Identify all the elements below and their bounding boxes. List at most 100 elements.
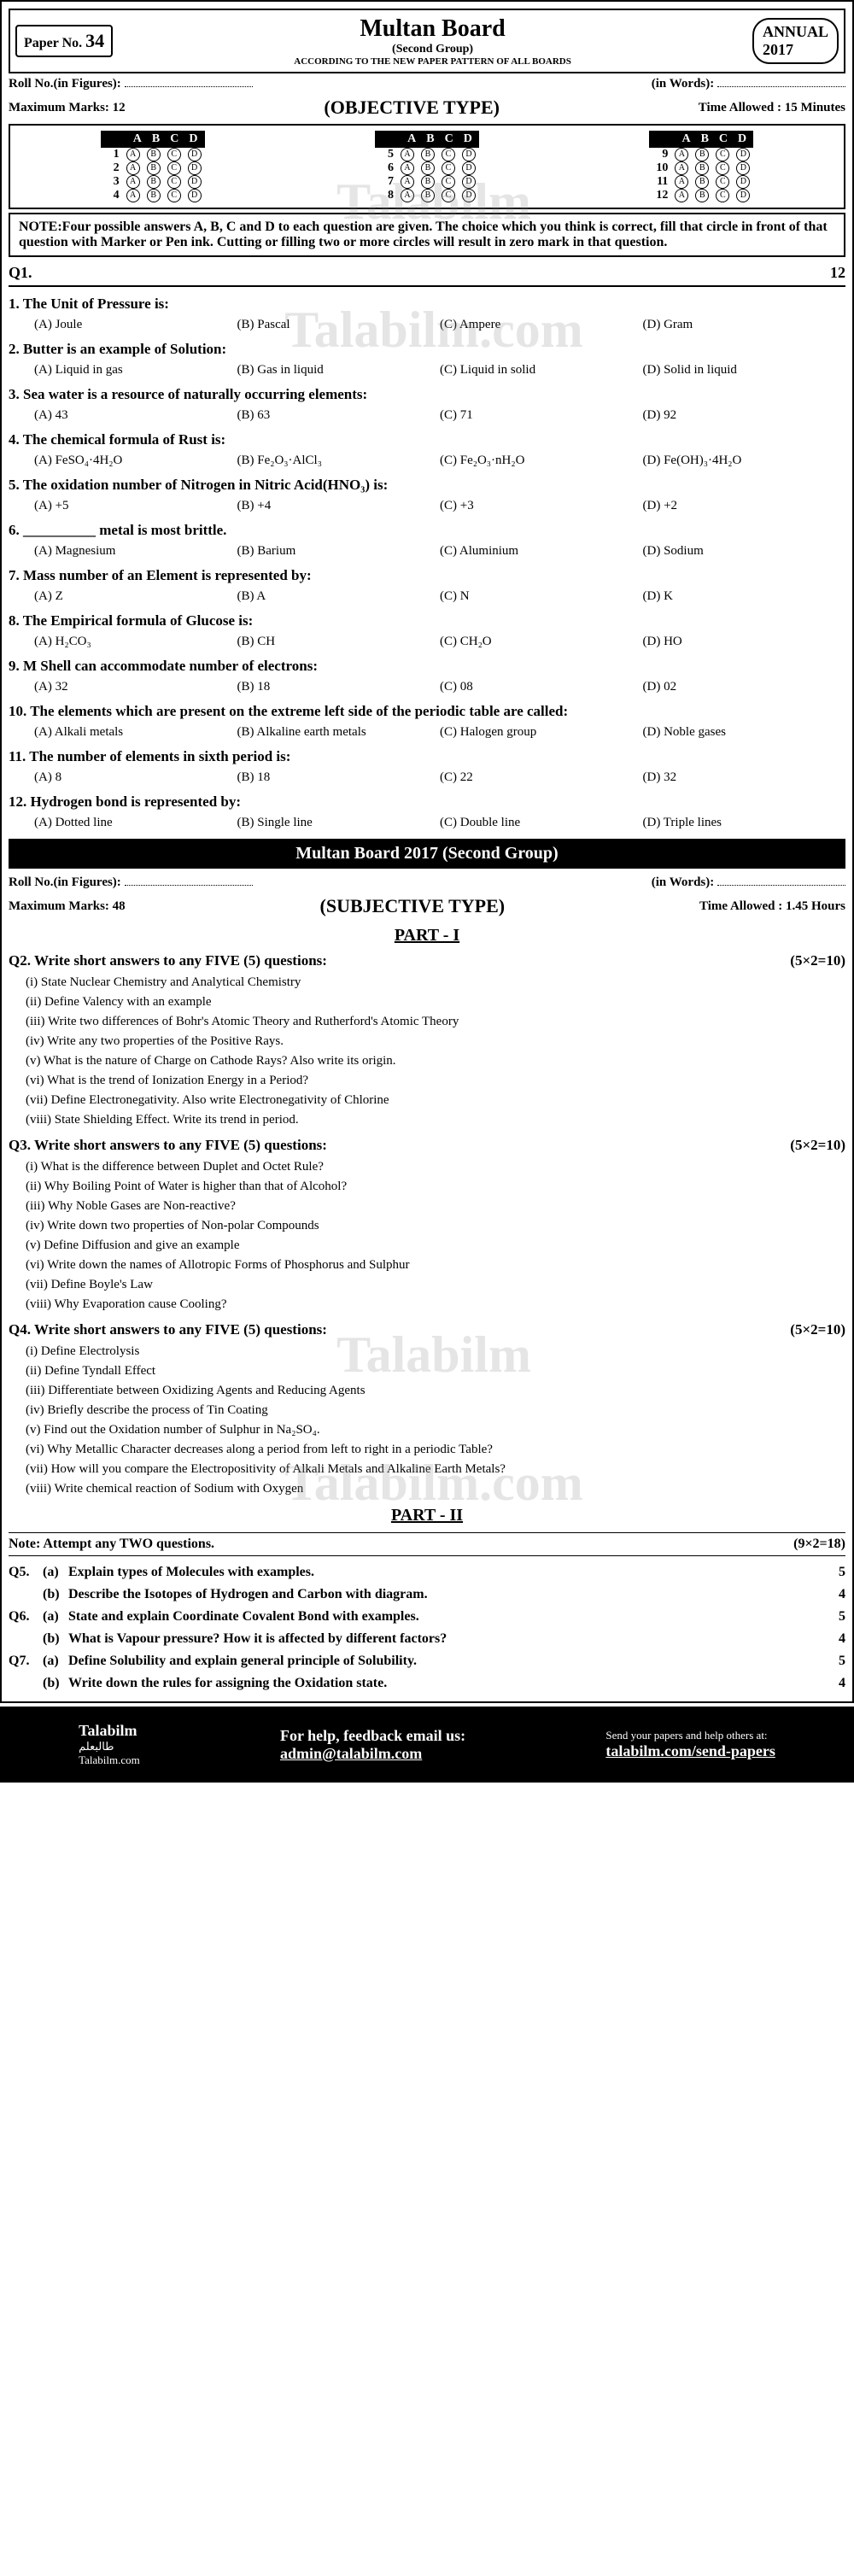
- roll-figures-label-2: Roll No.(in Figures):: [9, 875, 121, 889]
- q4-items: (i) Define Electrolysis(ii) Define Tynda…: [9, 1342, 845, 1499]
- long-question-row: Q6.(a)State and explain Coordinate Coval…: [9, 1606, 845, 1628]
- mcq-option: (A) 32: [34, 680, 237, 694]
- short-question-item: (iv) Write any two properties of the Pos…: [9, 1032, 845, 1051]
- max-marks-value: 12: [113, 101, 126, 114]
- mcq-option: (D) K: [643, 589, 846, 604]
- omr-bubble: D: [188, 148, 202, 161]
- mcq-option: (C) CH₂O: [440, 635, 643, 649]
- short-question-item: (vi) Write down the names of Allotropic …: [9, 1256, 845, 1275]
- objective-header-row: Maximum Marks: 12 (OBJECTIVE TYPE) Time …: [9, 95, 845, 120]
- long-q-marks: 5: [820, 1609, 845, 1625]
- part-2-header: PART - II: [9, 1506, 845, 1525]
- mcq-option: (D) Triple lines: [643, 816, 846, 830]
- omr-row: 12ABCD: [652, 189, 750, 202]
- q2-header: Q2. Write short answers to any FIVE (5) …: [9, 952, 845, 969]
- annual-label: ANNUAL: [763, 23, 828, 41]
- mcq-question: 3. Sea water is a resource of naturally …: [9, 386, 845, 423]
- mcq-text: 9. M Shell can accommodate number of ele…: [9, 658, 845, 675]
- omr-letter: C: [719, 132, 728, 146]
- omr-number: 7: [378, 175, 394, 189]
- roll-figures-label: Roll No.(in Figures):: [9, 77, 121, 91]
- long-q-text: Write down the rules for assigning the O…: [68, 1676, 820, 1691]
- omr-bubble: C: [167, 161, 181, 175]
- mcq-question: 7. Mass number of an Element is represen…: [9, 567, 845, 604]
- long-q-part: (b): [43, 1587, 68, 1602]
- mcq-option: (B) CH: [237, 635, 441, 649]
- paper-no-value: 34: [85, 30, 104, 51]
- note2-text: Note: Attempt any TWO questions.: [9, 1537, 214, 1552]
- short-question-item: (vii) Define Electronegativity. Also wri…: [9, 1091, 845, 1110]
- mcq-option: (B) A: [237, 589, 441, 604]
- mcq-option: (B) Alkaline earth metals: [237, 725, 441, 740]
- footer-brand-name: Talabilm: [79, 1722, 140, 1740]
- mcq-option: (D) HO: [643, 635, 846, 649]
- omr-bubble: A: [675, 189, 688, 202]
- mcq-question: 5. The oxidation number of Nitrogen in N…: [9, 477, 845, 513]
- omr-bubble: D: [736, 175, 750, 189]
- q4-label: Q4.: [9, 1321, 31, 1338]
- mcq-option: (D) Sodium: [643, 544, 846, 559]
- omr-letter: C: [445, 132, 453, 146]
- max-marks-label: Maximum Marks:: [9, 101, 109, 114]
- omr-letter: B: [426, 132, 434, 146]
- omr-header: ABCD: [101, 131, 205, 148]
- mcq-option: (C) 71: [440, 408, 643, 423]
- q4-marks: (5×2=10): [790, 1321, 845, 1338]
- omr-row: 5ABCD: [378, 148, 476, 161]
- time-value: 15 Minutes: [785, 101, 845, 114]
- long-q-part: (b): [43, 1676, 68, 1691]
- long-question-row: Q5.(a)Explain types of Molecules with ex…: [9, 1561, 845, 1584]
- omr-number: 10: [652, 161, 668, 175]
- omr-number: 1: [104, 148, 120, 161]
- subj-max-marks-label: Maximum Marks:: [9, 899, 109, 913]
- long-q-marks: 4: [820, 1631, 845, 1647]
- mcq-options: (A) H₂CO₃(B) CH(C) CH₂O(D) HO: [9, 635, 845, 649]
- header-banner: Paper No. 34 Multan Board (Second Group)…: [9, 9, 845, 73]
- roll-words-blank-2: [717, 885, 845, 886]
- omr-row: 6ABCD: [378, 161, 476, 175]
- mcq-options: (A) Magnesium(B) Barium(C) Aluminium(D) …: [9, 544, 845, 559]
- footer-help-label: For help, feedback email us:: [280, 1727, 465, 1745]
- short-question-item: (viii) State Shielding Effect. Write its…: [9, 1110, 845, 1130]
- short-question-item: (v) Define Diffusion and give an example: [9, 1236, 845, 1256]
- part-1-header: PART - I: [9, 926, 845, 946]
- footer-email: admin@talabilm.com: [280, 1745, 465, 1763]
- mcq-option: (A) Z: [34, 589, 237, 604]
- long-question-row: (b)Write down the rules for assigning th…: [9, 1672, 845, 1695]
- omr-bubble: B: [421, 161, 435, 175]
- mcq-options: (A) 32(B) 18(C) 08(D) 02: [9, 680, 845, 694]
- short-question-item: (vii) Define Boyle's Law: [9, 1275, 845, 1295]
- omr-bubble: A: [126, 148, 140, 161]
- mcq-question: 4. The chemical formula of Rust is:(A) F…: [9, 431, 845, 468]
- short-question-item: (ii) Why Boiling Point of Water is highe…: [9, 1177, 845, 1197]
- omr-bubble: B: [147, 161, 161, 175]
- exam-paper-page: Talabilm Talabilm.com Paper No. 34 Multa…: [0, 0, 854, 1703]
- omr-bubble: C: [716, 161, 729, 175]
- note-attempt-two: Note: Attempt any TWO questions. (9×2=18…: [9, 1532, 845, 1556]
- mcq-option: (C) 22: [440, 770, 643, 785]
- omr-bubble: D: [462, 161, 476, 175]
- long-q-text: Define Solubility and explain general pr…: [68, 1654, 820, 1669]
- note-box: NOTE:Four possible answers A, B, C and D…: [9, 213, 845, 257]
- footer-site: Talabilm.com: [79, 1753, 140, 1767]
- omr-block: ABCD1ABCD2ABCD3ABCD4ABCD: [101, 131, 205, 202]
- mcq-question: 2. Butter is an example of Solution:(A) …: [9, 341, 845, 378]
- mcq-text: 3. Sea water is a resource of naturally …: [9, 386, 845, 403]
- mcq-options: (A) Liquid in gas(B) Gas in liquid(C) Li…: [9, 363, 845, 378]
- short-question-item: (iii) Why Noble Gases are Non-reactive?: [9, 1197, 845, 1216]
- omr-row: 11ABCD: [652, 175, 750, 189]
- footer-brand-arabic: طالبعلم: [79, 1740, 140, 1753]
- omr-letter: C: [170, 132, 178, 146]
- omr-bubble: A: [401, 189, 414, 202]
- omr-bubble: B: [695, 175, 709, 189]
- omr-number: 11: [652, 175, 668, 189]
- mcq-option: (B) 63: [237, 408, 441, 423]
- omr-bubble: B: [695, 148, 709, 161]
- mcq-option: (D) 92: [643, 408, 846, 423]
- q4-text: Write short answers to any FIVE (5) ques…: [34, 1321, 327, 1338]
- omr-bubble: D: [188, 189, 202, 202]
- annual-year: 2017: [763, 41, 828, 59]
- omr-row: 3ABCD: [104, 175, 202, 189]
- short-question-item: (i) Define Electrolysis: [9, 1342, 845, 1361]
- long-q-num: [9, 1631, 43, 1647]
